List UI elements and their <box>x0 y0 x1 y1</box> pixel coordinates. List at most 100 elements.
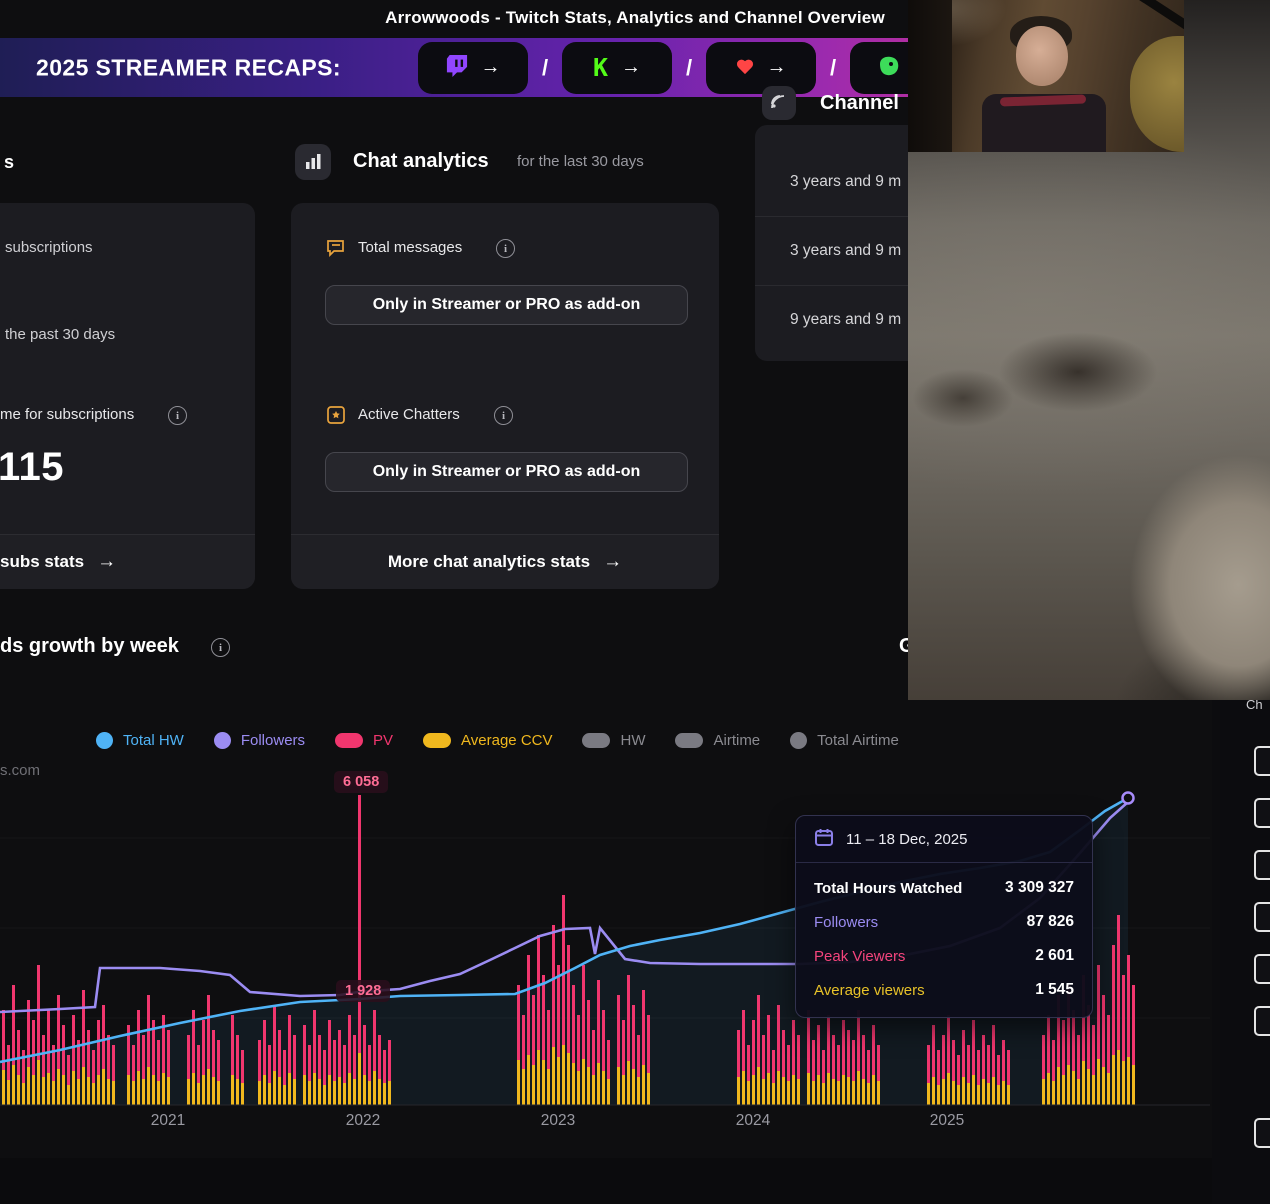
trovo-icon <box>877 54 901 81</box>
subscriptions-value: 115 <box>0 445 65 489</box>
heart-icon <box>736 60 754 76</box>
legend-label: HW <box>620 731 646 749</box>
subscriptions-label: subscriptions <box>5 239 93 256</box>
stream-video-overlay[interactable] <box>908 0 1270 700</box>
arrow-right-icon: → <box>480 56 501 78</box>
income-for-subscriptions-label: me for subscriptions <box>0 406 135 423</box>
info-icon[interactable] <box>496 239 515 258</box>
kick-recap-button[interactable]: K → <box>562 41 672 94</box>
subscriptions-card: subscriptions the past 30 days me for su… <box>0 203 255 589</box>
info-icon[interactable] <box>211 638 230 657</box>
footer-strip <box>0 1158 1270 1204</box>
legend-label: Average CCV <box>461 731 553 749</box>
side-panel-button[interactable] <box>1254 954 1270 984</box>
total-messages-icon <box>326 238 348 263</box>
legend-item-followers[interactable]: Followers <box>213 731 306 749</box>
chart-tooltip: 11 – 18 Dec, 2025 Total Hours Watched 3 3… <box>795 815 1093 1018</box>
legend-item-total-airtime[interactable]: Total Airtime <box>790 731 899 749</box>
x-axis-labels: 2021 2022 2023 2024 2025 <box>0 1112 1210 1136</box>
side-panel-partial-label: Ch <box>1246 697 1263 712</box>
tooltip-row: Average viewers 1 545 <box>814 973 1074 1007</box>
past-30-days-label: the past 30 days <box>5 326 116 343</box>
total-messages-label: Total messages <box>358 239 463 256</box>
separator: / <box>685 54 693 80</box>
x-axis-label: 2025 <box>929 1112 965 1129</box>
side-panel-button[interactable] <box>1254 1118 1270 1148</box>
arrow-right-icon: → <box>603 551 623 572</box>
legend-swatch <box>675 732 704 748</box>
legend-label: Followers <box>240 731 306 749</box>
chat-analytics-title: Chat analytics <box>353 150 489 172</box>
tooltip-date: 11 – 18 Dec, 2025 <box>846 830 968 848</box>
subs-stats-label: subs stats <box>0 552 85 571</box>
calendar-icon <box>814 827 834 851</box>
page-title: Arrowwoods - Twitch Stats, Analytics and… <box>385 8 885 27</box>
subscribers-section-title-partial: s <box>4 152 15 172</box>
legend-swatch <box>96 731 113 749</box>
tooltip-header: 11 – 18 Dec, 2025 <box>796 816 1092 863</box>
legend-item-total-hw[interactable]: Total HW <box>96 731 184 749</box>
active-chatters-icon <box>326 405 346 430</box>
side-panel-button[interactable] <box>1254 1006 1270 1036</box>
legend-item-airtime[interactable]: Airtime <box>675 732 760 749</box>
arrow-right-icon: → <box>621 56 642 78</box>
doorway <box>908 0 952 152</box>
legend-swatch <box>213 731 231 749</box>
channel-icon <box>762 86 796 120</box>
line-end-marker <box>1121 791 1135 805</box>
legend-item-hw[interactable]: HW <box>582 732 645 749</box>
info-icon[interactable] <box>168 406 187 425</box>
tooltip-row: Peak Viewers 2 601 <box>814 939 1074 973</box>
side-panel-button[interactable] <box>1254 746 1270 776</box>
streamer-head <box>1016 26 1068 86</box>
tooltip-row-label: Average viewers <box>814 981 925 999</box>
growth-heading: ds growth by week <box>0 635 179 657</box>
side-panel-button[interactable] <box>1254 902 1270 932</box>
tooltip-row: Followers 87 826 <box>814 905 1074 939</box>
separator: / <box>829 54 837 80</box>
legend-label: Airtime <box>713 731 761 749</box>
twitch-icon <box>446 54 468 81</box>
legend-swatch <box>335 732 364 748</box>
x-axis-label: 2022 <box>345 1112 381 1129</box>
active-chatters-label: Active Chatters <box>358 406 460 423</box>
tooltip-row-label: Followers <box>814 913 879 931</box>
info-icon[interactable] <box>494 406 513 425</box>
active-chatters-upsell-button[interactable]: Only in Streamer or PRO as add-on <box>325 452 688 492</box>
chat-analytics-subtitle: for the last 30 days <box>517 153 644 170</box>
x-axis-label: 2023 <box>540 1112 576 1129</box>
recap-banner-label: 2025 STREAMER RECAPS: <box>36 54 341 80</box>
total-messages-upsell-button[interactable]: Only in Streamer or PRO as add-on <box>325 285 688 325</box>
subs-stats-link[interactable]: subs stats → <box>0 534 255 589</box>
legend-item-average-ccv[interactable]: Average CCV <box>423 732 552 749</box>
chart-annotation: 6 058 <box>334 771 389 793</box>
tooltip-row-label: Total Hours Watched <box>814 879 963 897</box>
growth-chart-svg <box>0 791 1210 1106</box>
avg-ccv-bars <box>2 1045 1135 1105</box>
tooltip-rows: Total Hours Watched 3 309 327 Followers 87 … <box>796 863 1092 1017</box>
webcam-video <box>908 0 1184 152</box>
more-chat-analytics-link[interactable]: More chat analytics stats → <box>291 534 719 589</box>
channel-section-title: Channel <box>820 92 899 114</box>
legend-item-pv[interactable]: PV <box>335 732 393 749</box>
heart-recap-button[interactable]: → <box>706 41 816 94</box>
legend-swatch <box>423 732 452 748</box>
x-axis-label: 2021 <box>150 1112 186 1129</box>
channel-row: 3 years and 9 m <box>790 173 902 190</box>
channel-row: 3 years and 9 m <box>790 242 902 259</box>
more-chat-analytics-label: More chat analytics stats <box>387 552 591 571</box>
growth-legend: Total HW Followers PV Average CCV HW Airtime T… <box>96 722 899 758</box>
side-panel-button[interactable] <box>1254 850 1270 880</box>
channel-row: 9 years and 9 m <box>790 311 902 328</box>
chat-analytics-card: Total messages Only in Streamer or PRO a… <box>291 203 719 589</box>
chart-annotation: 1 928 <box>336 980 391 1002</box>
arrow-right-icon: → <box>97 551 117 572</box>
x-axis-label: 2024 <box>735 1112 771 1129</box>
watermark: s.com <box>0 762 41 779</box>
legend-label: Total HW <box>123 731 184 749</box>
recap-platform-buttons: → / K → / → / → <box>418 41 960 94</box>
side-panel-button[interactable] <box>1254 798 1270 828</box>
twitch-recap-button[interactable]: → <box>418 41 528 94</box>
growth-chart[interactable] <box>0 778 1210 1150</box>
